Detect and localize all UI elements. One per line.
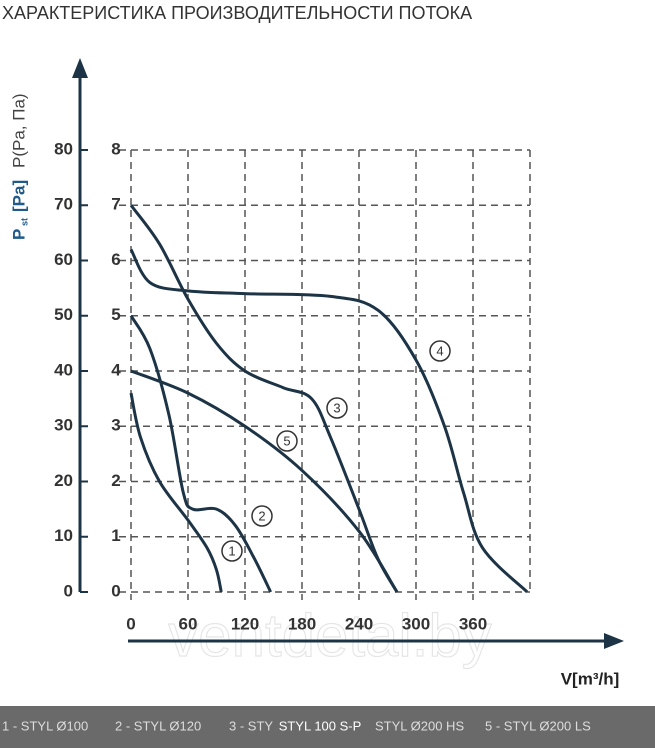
y-tick-label: 10 — [54, 526, 73, 545]
y-tick-label: 30 — [54, 416, 73, 435]
y2-tick-label: 2 — [111, 471, 120, 490]
series-label: 4 — [436, 343, 443, 358]
y-tick-label: 50 — [54, 305, 73, 324]
legend-item: 1 - STYL Ø100 — [2, 718, 88, 733]
y-tick-label: 70 — [54, 195, 73, 214]
y-tick-label: 40 — [54, 360, 73, 379]
y-label: P — [9, 229, 28, 240]
y-arrow — [72, 58, 88, 78]
series-label: 1 — [228, 543, 235, 558]
legend-bar — [0, 706, 655, 748]
y2-tick-label: 0 — [111, 581, 120, 600]
x-tick-label: 180 — [288, 614, 316, 633]
y-tick-label: 80 — [54, 139, 73, 158]
legend-item: 5 - STYL Ø200 LS — [485, 718, 591, 733]
series-line — [129, 204, 399, 593]
x-tick-label: 300 — [402, 614, 430, 633]
series-label-circle — [251, 505, 273, 527]
x-axis-title: V[m³/h] — [561, 669, 620, 688]
series-line — [129, 392, 223, 593]
y-label-unit: [Pa] — [9, 180, 28, 212]
y2-tick-label: 4 — [111, 360, 121, 379]
series-label: 2 — [258, 508, 265, 523]
watermark: ventdetal.by — [168, 602, 492, 669]
legend-item: STYL Ø200 HS — [375, 718, 464, 733]
series-line — [130, 369, 399, 593]
y-label-sub: st — [19, 218, 29, 226]
y2-label: P(Pa, Па) — [9, 93, 28, 168]
x-tick-label: 0 — [126, 614, 135, 633]
series-label-circle — [276, 430, 298, 452]
y2-tick-label: 3 — [111, 416, 120, 435]
series-label: 3 — [333, 400, 340, 415]
series-line — [129, 248, 529, 594]
x-tick-label: 60 — [179, 614, 198, 633]
y2-tick-label: 8 — [111, 139, 120, 158]
chart-title: ХАРАКТЕРИСТИКА ПРОИЗВОДИТЕЛЬНОСТИ ПОТОКА — [2, 3, 472, 23]
y-tick-label: 20 — [54, 471, 73, 490]
x-tick-label: 240 — [345, 614, 373, 633]
series-label-circle — [429, 340, 451, 362]
series-line — [129, 314, 272, 593]
x-tick-label: 120 — [231, 614, 259, 633]
y2-tick-label: 7 — [111, 195, 120, 214]
caption: STYL 100 S-P — [279, 718, 362, 733]
legend-item: 3 - STY — [229, 718, 273, 733]
y-tick-label: 0 — [64, 581, 73, 600]
y2-tick-label: 5 — [111, 305, 120, 324]
x-tick-label: 360 — [459, 614, 487, 633]
x-arrow — [604, 633, 624, 649]
y2-tick-label: 6 — [111, 250, 120, 269]
series-label-circle — [221, 540, 243, 562]
series-label: 5 — [283, 433, 290, 448]
y2-tick-label: 1 — [111, 526, 120, 545]
y-tick-label: 60 — [54, 250, 73, 269]
y-axis-title: P st [Pa] P(Pa, Па) — [9, 93, 29, 240]
series-label-circle — [326, 397, 348, 419]
legend-item: 2 - STYL Ø120 — [115, 718, 201, 733]
